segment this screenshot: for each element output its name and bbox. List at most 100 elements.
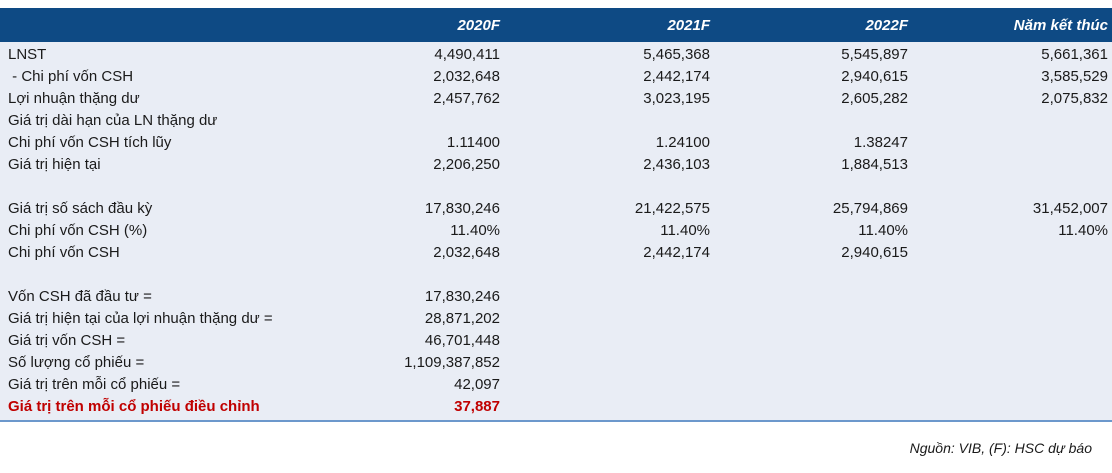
table-row: Giá trị hiện tại của lợi nhuận thặng dư … xyxy=(0,308,1112,330)
row-label: Giá trị số sách đầu kỳ xyxy=(8,200,153,217)
row-label: - Chi phí vốn CSH xyxy=(8,68,134,85)
cell-value: 17,830,246 xyxy=(424,288,500,305)
column-header: 2022F xyxy=(865,16,908,34)
table-row: Giá trị vốn CSH = 46,701,448 xyxy=(0,330,1112,352)
cell-value: 2,605,282 xyxy=(841,90,908,107)
cell-value: 21,422,575 xyxy=(634,200,710,217)
table-row: Giá trị hiện tại 2,206,250 2,436,103 1,884,… xyxy=(0,154,1112,176)
cell-value xyxy=(908,330,1112,352)
cell-value xyxy=(908,308,1112,330)
cell-value: 5,661,361 xyxy=(1041,46,1108,63)
cell-value: 1.11400 xyxy=(446,134,500,151)
row-label: Chi phí vốn CSH (%) xyxy=(8,222,148,239)
cell-value: 1,884,513 xyxy=(841,156,908,173)
cell-value xyxy=(710,396,908,418)
table-row: LNST 4,490,411 5,465,368 5,545,897 5,661,361 xyxy=(0,44,1112,66)
table-row: Vốn CSH đã đầu tư = 17,830,246 xyxy=(0,286,1112,308)
table-row: Giá trị số sách đầu kỳ 17,830,246 21,422,5… xyxy=(0,198,1112,220)
cell-value: 37,887 xyxy=(454,398,500,415)
cell-value: 2,940,615 xyxy=(841,68,908,85)
cell-value: 5,465,368 xyxy=(643,46,710,63)
cell-value: 11.40% xyxy=(660,222,710,239)
cell-value xyxy=(500,374,710,396)
cell-value: 5,545,897 xyxy=(841,46,908,63)
cell-value: 17,830,246 xyxy=(424,200,500,217)
cell-value: 1.38247 xyxy=(853,134,908,151)
cell-value xyxy=(908,132,1112,154)
table-row: Chi phí vốn CSH tích lũy 1.11400 1.24100 1.… xyxy=(0,132,1112,154)
row-label xyxy=(0,264,300,286)
spacer-row xyxy=(0,264,1112,286)
table-row: Chi phí vốn CSH (%) 11.40% 11.40% 11.40% 11.… xyxy=(0,220,1112,242)
cell-value: 2,457,762 xyxy=(433,90,500,107)
cell-value xyxy=(500,264,710,286)
row-label: Chi phí vốn CSH xyxy=(8,244,120,261)
row-label: Chi phí vốn CSH tích lũy xyxy=(8,134,172,151)
cell-value xyxy=(500,330,710,352)
valuation-table: 2020F 2021F 2022F Năm kết thúc LNST 4,490,41… xyxy=(0,8,1112,422)
spacer-row xyxy=(0,176,1112,198)
table-row: - Chi phí vốn CSH 2,032,648 2,442,174 2,940… xyxy=(0,66,1112,88)
row-label: Giá trị hiện tại xyxy=(8,156,101,173)
cell-value: 11.40% xyxy=(450,222,500,239)
column-header: 2020F xyxy=(457,16,500,34)
table-header: 2020F 2021F 2022F Năm kết thúc xyxy=(0,8,1112,42)
table-row: Giá trị trên mỗi cổ phiếu = 42,097 xyxy=(0,374,1112,396)
cell-value: 2,032,648 xyxy=(433,68,500,85)
cell-value: 1,109,387,852 xyxy=(404,354,500,371)
table-row: Số lượng cổ phiếu = 1,109,387,852 xyxy=(0,352,1112,374)
cell-value xyxy=(710,264,908,286)
cell-value xyxy=(908,176,1112,198)
row-label: Giá trị vốn CSH = xyxy=(8,332,126,349)
cell-value: 11.40% xyxy=(858,222,908,239)
cell-value: 1.24100 xyxy=(655,134,710,151)
cell-value xyxy=(908,352,1112,374)
cell-value xyxy=(300,110,500,132)
cell-value: 2,940,615 xyxy=(841,244,908,261)
table-body: LNST 4,490,411 5,465,368 5,545,897 5,661,361… xyxy=(0,42,1112,422)
cell-value xyxy=(908,396,1112,418)
row-label xyxy=(0,176,300,198)
cell-value xyxy=(710,352,908,374)
cell-value: 2,436,103 xyxy=(643,156,710,173)
cell-value: 2,075,832 xyxy=(1041,90,1108,107)
cell-value xyxy=(710,110,908,132)
cell-value: 4,490,411 xyxy=(434,46,500,63)
cell-value xyxy=(908,154,1112,176)
cell-value xyxy=(710,330,908,352)
row-label: Giá trị hiện tại của lợi nhuận thặng dư … xyxy=(8,310,273,327)
cell-value xyxy=(500,396,710,418)
table-row: Giá trị dài hạn của LN thặng dư xyxy=(0,110,1112,132)
cell-value: 2,032,648 xyxy=(433,244,500,261)
cell-value xyxy=(710,176,908,198)
row-label: Giá trị trên mỗi cổ phiếu điều chỉnh xyxy=(8,398,260,415)
cell-value xyxy=(500,110,710,132)
cell-value: 25,794,869 xyxy=(832,200,908,217)
cell-value: 28,871,202 xyxy=(424,310,500,327)
cell-value xyxy=(908,242,1112,264)
column-header: 2021F xyxy=(667,16,710,34)
column-header: Năm kết thúc xyxy=(1013,16,1108,34)
cell-value xyxy=(908,286,1112,308)
cell-value: 3,585,529 xyxy=(1041,68,1108,85)
table-row: Lợi nhuận thặng dư 2,457,762 3,023,195 2,60… xyxy=(0,88,1112,110)
cell-value xyxy=(710,286,908,308)
cell-value: 3,023,195 xyxy=(643,90,710,107)
cell-value: 2,442,174 xyxy=(643,68,710,85)
cell-value xyxy=(908,264,1112,286)
cell-value xyxy=(500,352,710,374)
cell-value xyxy=(300,264,500,286)
row-label: Lợi nhuận thặng dư xyxy=(8,90,140,107)
cell-value xyxy=(908,374,1112,396)
cell-value: 46,701,448 xyxy=(424,332,500,349)
cell-value: 2,206,250 xyxy=(433,156,500,173)
cell-value xyxy=(500,286,710,308)
cell-value: 42,097 xyxy=(454,376,500,393)
cell-value: 2,442,174 xyxy=(643,244,710,261)
cell-value xyxy=(500,176,710,198)
table-row: Chi phí vốn CSH 2,032,648 2,442,174 2,940,6… xyxy=(0,242,1112,264)
cell-value: 31,452,007 xyxy=(1032,200,1108,217)
row-label: Giá trị trên mỗi cổ phiếu = xyxy=(8,376,181,393)
cell-value xyxy=(908,110,1112,132)
table-row: Giá trị trên mỗi cổ phiếu điều chỉnh 37,8… xyxy=(0,396,1112,418)
